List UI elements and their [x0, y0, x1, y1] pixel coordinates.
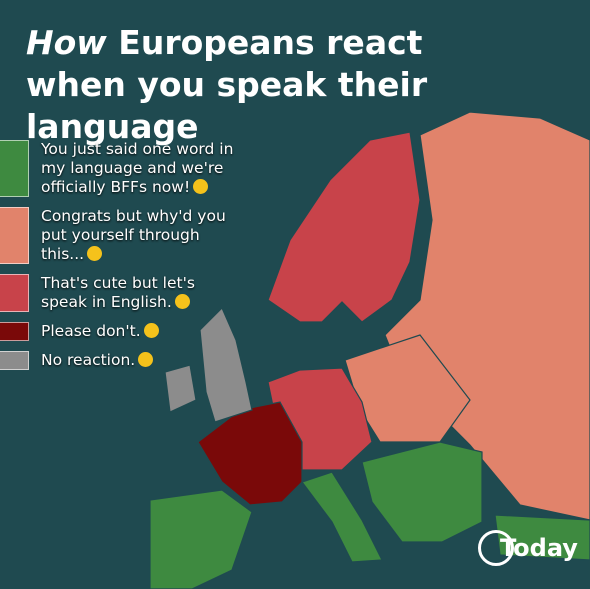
legend-text: Congrats but why'd you put yourself thro…	[41, 207, 226, 263]
legend-swatch	[0, 351, 29, 370]
title: How Europeans react when you speak their…	[26, 22, 526, 148]
legend-text: Please don't.	[41, 322, 141, 340]
logo-text: Today	[500, 534, 578, 562]
legend-label: Please don't.	[41, 322, 159, 341]
legend-label: No reaction.	[41, 351, 154, 370]
iberia	[149, 489, 253, 589]
title-text: Europeans react when you speak their lan…	[26, 23, 428, 146]
legend-item: No reaction.	[0, 351, 240, 370]
legend-item: Please don't.	[0, 322, 240, 341]
britain	[199, 306, 253, 423]
legend-text: That's cute but let's speak in English.	[41, 274, 195, 311]
legend-item: Congrats but why'd you put yourself thro…	[0, 207, 240, 264]
legend-text: No reaction.	[41, 351, 136, 369]
legend-label: You just said one word in my language an…	[41, 140, 240, 197]
legend-label: That's cute but let's speak in English.	[41, 274, 240, 312]
legend: You just said one word in my language an…	[0, 140, 240, 380]
legend-label: Congrats but why'd you put yourself thro…	[41, 207, 240, 264]
logo: Today	[478, 530, 578, 566]
emoji	[143, 323, 159, 338]
legend-item: That's cute but let's speak in English.	[0, 274, 240, 312]
emoji	[174, 294, 190, 309]
legend-swatch	[0, 322, 29, 341]
legend-swatch	[0, 207, 29, 264]
emoji	[193, 179, 209, 194]
title-emphasis: How	[26, 23, 107, 62]
scandinavia	[267, 131, 421, 323]
legend-swatch	[0, 274, 29, 312]
legend-text: You just said one word in my language an…	[41, 140, 234, 196]
emoji	[87, 246, 103, 261]
ireland	[164, 364, 197, 413]
legend-item: You just said one word in my language an…	[0, 140, 240, 197]
italy	[301, 471, 383, 563]
emoji	[138, 352, 154, 367]
legend-swatch	[0, 140, 29, 197]
logo-circle	[478, 530, 514, 566]
russia-east	[384, 111, 590, 521]
balkans	[361, 441, 483, 543]
